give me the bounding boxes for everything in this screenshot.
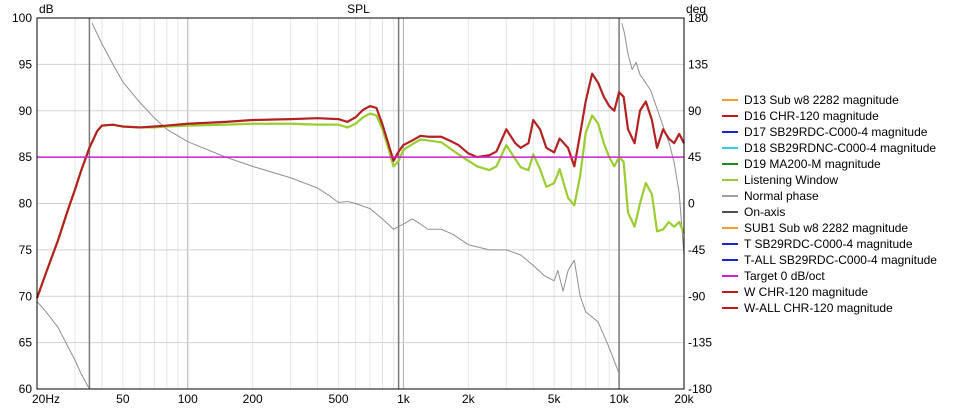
legend-label: SUB1 Sub w8 2282 magnitude	[744, 221, 909, 235]
x-tick-label: 1k	[397, 392, 411, 405]
legend-label: W CHR-120 magnitude	[744, 285, 869, 299]
legend-label: On-axis	[744, 205, 786, 219]
legend-swatch	[722, 291, 738, 293]
legend-item: Listening Window	[722, 172, 962, 188]
legend-swatch	[722, 115, 738, 117]
y2-tick-label: 0	[688, 197, 695, 211]
series-line-2	[36, 22, 685, 390]
y-tick-label: 70	[19, 289, 33, 303]
legend-item: D16 CHR-120 magnitude	[722, 108, 962, 124]
legend-swatch	[722, 131, 738, 133]
legend-label: D18 SB29RDNC-C000-4 magnitude	[744, 141, 937, 155]
legend-swatch	[722, 179, 738, 181]
legend-swatch	[722, 275, 738, 277]
legend-item: W-ALL CHR-120 magnitude	[722, 300, 962, 316]
legend-label: D13 Sub w8 2282 magnitude	[744, 93, 899, 107]
legend-item: D19 MA200-M magnitude	[722, 156, 962, 172]
y-tick-label: 80	[19, 197, 33, 211]
x-tick-label: 200	[243, 392, 263, 405]
chart-legend: D13 Sub w8 2282 magnitude D16 CHR-120 mag…	[722, 92, 962, 316]
legend-item: W CHR-120 magnitude	[722, 284, 962, 300]
legend-item: Normal phase	[722, 188, 962, 204]
legend-swatch	[722, 243, 738, 245]
y2-tick-label: -180	[688, 382, 712, 396]
legend-label: D19 MA200-M magnitude	[744, 157, 881, 171]
legend-swatch	[722, 99, 738, 101]
right-axis-unit: deg	[686, 2, 706, 16]
y-tick-label: 60	[19, 382, 33, 396]
x-tick-label: 10k	[609, 392, 629, 405]
legend-item: Target 0 dB/oct	[722, 268, 962, 284]
legend-item: SUB1 Sub w8 2282 magnitude	[722, 220, 962, 236]
legend-label: D17 SB29RDC-C000-4 magnitude	[744, 125, 928, 139]
y-tick-label: 85	[19, 150, 33, 164]
y2-tick-label: 135	[688, 57, 708, 71]
legend-item: T SB29RDC-C000-4 magnitude	[722, 236, 962, 252]
legend-item: D17 SB29RDC-C000-4 magnitude	[722, 124, 962, 140]
legend-swatch	[722, 147, 738, 149]
y2-tick-label: 45	[688, 150, 702, 164]
legend-label: T-ALL SB29RDC-C000-4 magnitude	[744, 253, 937, 267]
y2-tick-label: 90	[688, 104, 702, 118]
left-axis-unit: dB	[39, 2, 54, 16]
x-tick-label: 100	[178, 392, 198, 405]
y-tick-label: 100	[12, 11, 32, 25]
legend-label: Listening Window	[744, 173, 839, 187]
legend-swatch	[722, 211, 738, 213]
legend-item: D18 SB29RDNC-C000-4 magnitude	[722, 140, 962, 156]
y2-tick-label: 180	[688, 11, 708, 25]
legend-label: T SB29RDC-C000-4 magnitude	[744, 237, 913, 251]
x-tick-label: 500	[328, 392, 348, 405]
y-tick-label: 65	[19, 336, 33, 350]
legend-swatch	[722, 259, 738, 261]
y-tick-label: 90	[19, 104, 33, 118]
legend-swatch	[722, 195, 738, 197]
legend-swatch	[722, 307, 738, 309]
legend-label: W-ALL CHR-120 magnitude	[744, 301, 893, 315]
x-tick-label: 20k	[674, 392, 694, 405]
y2-tick-label: -135	[688, 336, 712, 350]
x-tick-label: 2k	[462, 392, 476, 405]
legend-item: D13 Sub w8 2282 magnitude	[722, 92, 962, 108]
plot-frame	[36, 17, 685, 390]
series-line-0	[35, 72, 685, 299]
y2-tick-label: -90	[688, 289, 706, 303]
x-tick-label: 20Hz	[32, 392, 60, 405]
y-tick-label: 95	[19, 57, 33, 71]
legend-label: Normal phase	[744, 189, 819, 203]
y2-tick-label: -45	[688, 243, 706, 257]
y-tick-label: 75	[19, 243, 33, 257]
x-tick-label: 5k	[548, 392, 562, 405]
legend-label: D16 CHR-120 magnitude	[744, 109, 879, 123]
x-tick-label: 50	[116, 392, 130, 405]
legend-swatch	[722, 227, 738, 229]
chart-title: SPL	[347, 2, 370, 16]
legend-item: On-axis	[722, 204, 962, 220]
legend-label: Target 0 dB/oct	[744, 269, 825, 283]
legend-swatch	[722, 163, 738, 165]
legend-item: T-ALL SB29RDC-C000-4 magnitude	[722, 252, 962, 268]
